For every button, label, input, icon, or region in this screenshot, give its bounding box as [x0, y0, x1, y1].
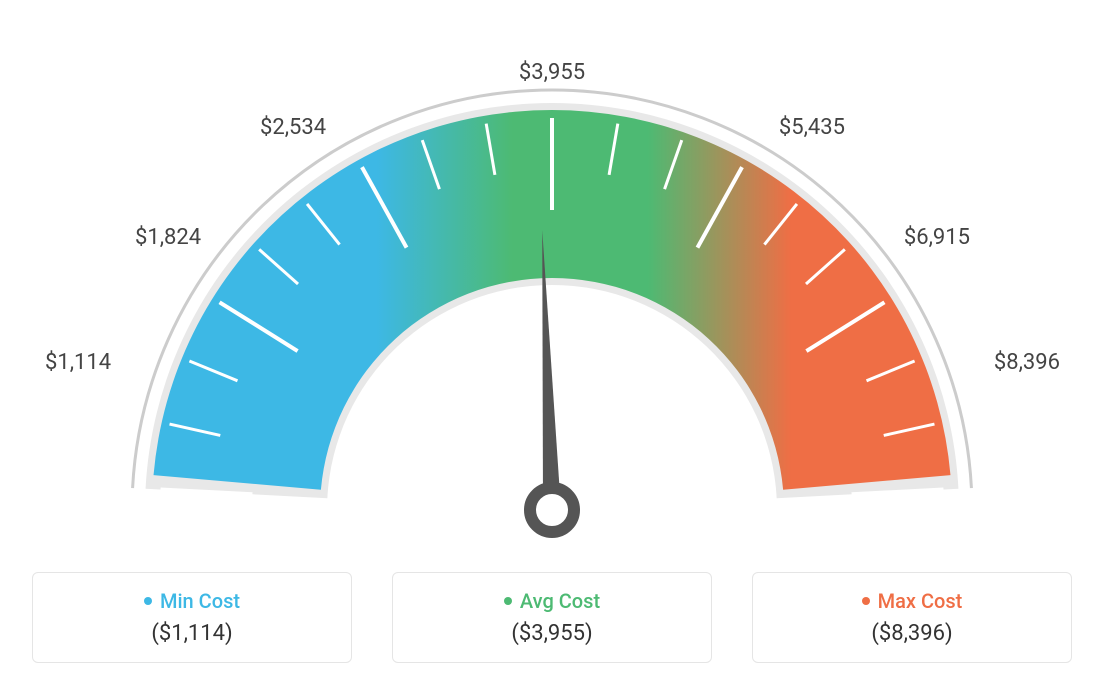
legend-max: Max Cost ($8,396): [752, 572, 1072, 663]
dot-avg: [504, 597, 512, 605]
legend-min: Min Cost ($1,114): [32, 572, 352, 663]
scale-label: $1,114: [45, 350, 111, 375]
dot-max: [862, 597, 870, 605]
scale-label: $8,396: [994, 350, 1060, 375]
gauge-chart: $1,114 $1,824 $2,534 $3,955 $5,435 $6,915 $8,3…: [0, 0, 1104, 560]
scale-label: $5,435: [779, 115, 845, 140]
legend-avg-title: Avg Cost: [520, 589, 600, 613]
scale-label: $6,915: [904, 225, 970, 250]
scale-label: $2,534: [260, 115, 326, 140]
scale-label: $3,955: [519, 60, 585, 85]
legend-max-value: ($8,396): [773, 621, 1051, 646]
needle-hub: [530, 488, 574, 532]
gauge-svg: [0, 20, 1104, 580]
legend-row: Min Cost ($1,114) Avg Cost ($3,955) Max …: [0, 572, 1104, 663]
legend-avg-value: ($3,955): [413, 621, 691, 646]
legend-min-title: Min Cost: [160, 589, 240, 613]
legend-min-value: ($1,114): [53, 621, 331, 646]
scale-label: $1,824: [135, 225, 201, 250]
legend-avg: Avg Cost ($3,955): [392, 572, 712, 663]
legend-max-title: Max Cost: [878, 589, 963, 613]
dot-min: [144, 597, 152, 605]
